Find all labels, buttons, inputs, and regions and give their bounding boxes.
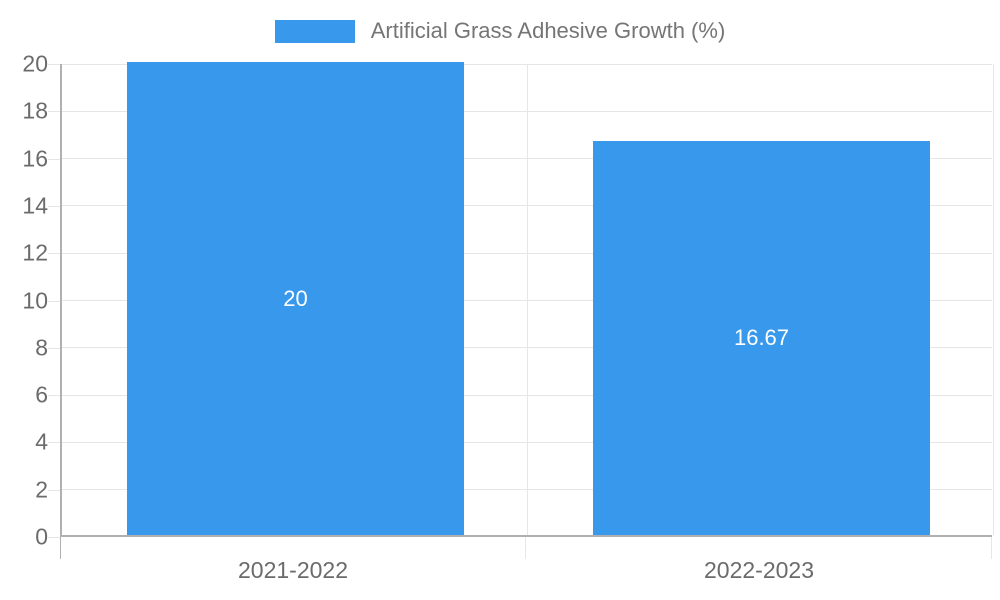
x-axis-tick [60, 537, 61, 559]
x-axis-tick [991, 537, 992, 559]
y-axis-tick-label: 8 [35, 334, 48, 361]
y-axis-tick-label: 6 [35, 381, 48, 408]
chart-legend: Artificial Grass Adhesive Growth (%) [0, 18, 1000, 44]
y-axis-tick-label: 14 [22, 192, 48, 219]
legend-swatch [274, 19, 355, 43]
y-axis-tick-label: 2 [35, 476, 48, 503]
y-axis-tick-label: 16 [22, 145, 48, 172]
plot-area: 20 16.67 [60, 62, 994, 537]
legend-label: Artificial Grass Adhesive Growth (%) [370, 18, 726, 43]
y-axis-tick [48, 158, 60, 160]
y-axis-tick [48, 537, 60, 538]
y-axis-tick-label: 4 [35, 428, 48, 455]
y-axis-tick-label: 18 [22, 97, 48, 124]
y-axis-tick [48, 489, 60, 491]
y-axis-tick-label: 20 [22, 50, 48, 77]
y-axis-tick [48, 253, 60, 255]
y-axis-tick-label: 12 [22, 239, 48, 266]
legend-item[interactable]: Artificial Grass Adhesive Growth (%) [274, 18, 726, 44]
bar-2021-2022[interactable]: 20 [127, 62, 464, 535]
y-axis-tick-label: 10 [22, 287, 48, 313]
x-axis-tick-label: 2022-2023 [704, 557, 814, 583]
x-axis-tick-label: 2021-2022 [238, 557, 348, 583]
y-axis-tick [48, 442, 60, 444]
y-axis-tick [48, 300, 60, 302]
bar-value-label: 16.67 [733, 324, 790, 350]
category-separator [527, 64, 528, 535]
category-separator [993, 64, 994, 535]
y-axis-tick [48, 205, 60, 207]
y-axis-tick [48, 395, 60, 397]
y-axis-tick [48, 111, 60, 113]
x-axis-tick [525, 537, 526, 559]
y-axis-tick [48, 64, 60, 65]
y-axis-tick [48, 347, 60, 349]
bar-2022-2023[interactable]: 16.67 [593, 140, 930, 535]
bar-value-label: 20 [283, 285, 308, 311]
y-axis-tick-label: 0 [35, 523, 48, 550]
